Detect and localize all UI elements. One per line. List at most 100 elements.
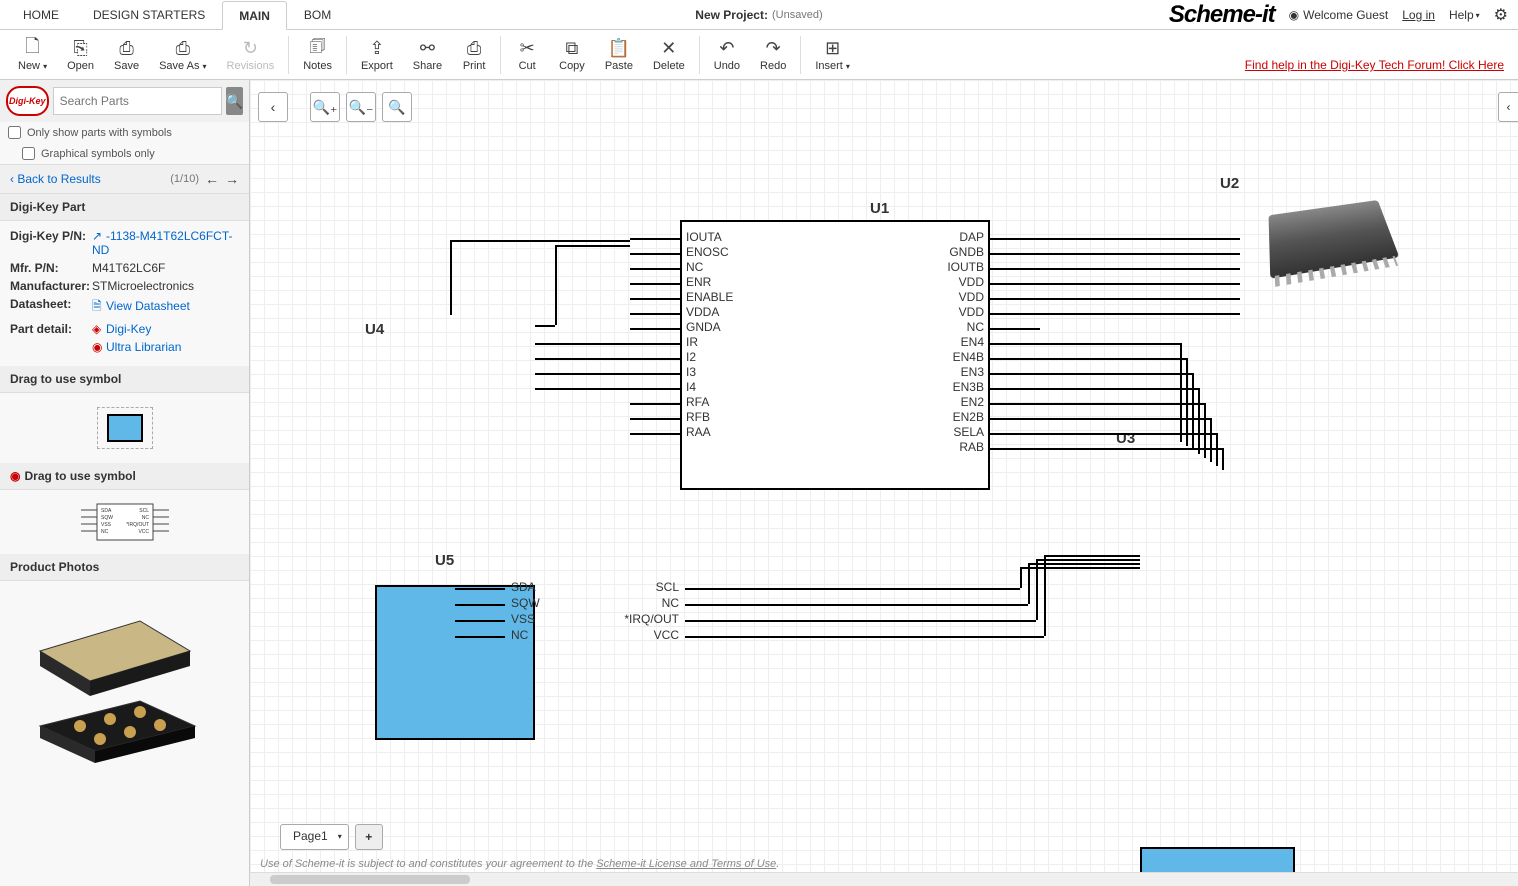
tab-home[interactable]: HOME <box>6 0 76 29</box>
tab-main[interactable]: MAIN <box>222 1 287 30</box>
search-input[interactable] <box>53 87 222 115</box>
filter-symbols-checkbox[interactable] <box>8 126 21 139</box>
copy-button[interactable]: ⧉Copy <box>549 38 595 72</box>
page-next[interactable]: → <box>225 171 239 187</box>
filter-graphical-checkbox[interactable] <box>22 147 35 160</box>
insert-button[interactable]: ⊞Insert ▾ <box>805 38 860 72</box>
product-photo <box>0 581 249 784</box>
dk-icon: ◈ <box>92 322 104 336</box>
zoom-out[interactable]: 🔍₋ <box>346 92 376 122</box>
symbol-drag-blue[interactable] <box>0 393 249 463</box>
section-drag1: Drag to use symbol <box>0 366 249 393</box>
svg-text:VCC: VCC <box>138 529 149 535</box>
datasheet-link[interactable]: 🗎View Datasheet <box>92 299 190 313</box>
canvas-back[interactable]: ‹ <box>258 92 288 122</box>
login-link[interactable]: Log in <box>1402 8 1435 22</box>
main-toolbar: 🗋New ▾ ⎘Open ⎙Save ⎙Save As ▾ ↻Revisions… <box>0 30 1518 80</box>
svg-text:SQW: SQW <box>101 515 113 521</box>
new-button[interactable]: 🗋New ▾ <box>8 38 57 72</box>
project-title: New Project: (Unsaved) <box>695 0 822 30</box>
cut-icon: ✂ <box>520 38 535 60</box>
section-drag2: ◉Drag to use symbol <box>0 463 249 490</box>
print-icon: ⎙ <box>467 38 481 60</box>
cut-button[interactable]: ✂Cut <box>505 38 549 72</box>
revisions-icon: ↻ <box>243 38 258 60</box>
sidebar: Digi-Key 🔍 Only show parts with symbols … <box>0 80 250 886</box>
schematic-canvas[interactable]: U1IOUTAENOSCNCENRENABLEVDDAGNDAIRI2I3I4R… <box>250 80 1518 886</box>
search-button[interactable]: 🔍 <box>226 87 243 115</box>
pdf-icon: 🗎 <box>92 297 104 318</box>
share-button[interactable]: ⚯Share <box>403 38 452 72</box>
top-tab-bar: HOME DESIGN STARTERS MAIN BOM New Projec… <box>0 0 1518 30</box>
ultralibrarian-link[interactable]: ◉Ultra Librarian <box>92 340 181 354</box>
digikey-detail-link[interactable]: ◈Digi-Key <box>92 322 151 336</box>
svg-text:VSS: VSS <box>101 522 112 528</box>
forum-link[interactable]: Find help in the Digi-Key Tech Forum! Cl… <box>1245 58 1504 72</box>
pn-label: Digi-Key P/N: <box>10 229 92 257</box>
open-icon: ⎘ <box>73 38 87 60</box>
delete-icon: ✕ <box>661 38 676 60</box>
mfrpn-value: M41T62LC6F <box>92 261 239 275</box>
ds-label: Datasheet: <box>10 297 92 318</box>
mfr-value: STMicroelectronics <box>92 279 239 293</box>
svg-text:NC: NC <box>101 529 109 535</box>
revisions-button: ↻Revisions <box>217 38 285 72</box>
export-button[interactable]: ⇪Export <box>351 38 403 72</box>
ul-icon: ◉ <box>92 340 104 354</box>
export-icon: ⇪ <box>369 38 384 60</box>
section-digikey-part: Digi-Key Part <box>0 194 249 221</box>
saveas-button[interactable]: ⎙Save As ▾ <box>149 38 216 72</box>
save-icon: ⎙ <box>119 38 133 60</box>
open-button[interactable]: ⎘Open <box>57 38 104 72</box>
license-link[interactable]: Scheme-it License and Terms of Use <box>596 858 776 870</box>
search-icon: 🔍 <box>226 93 243 110</box>
license-text: Use of Scheme-it is subject to and const… <box>260 858 1508 870</box>
add-page[interactable]: + <box>355 824 383 850</box>
help-menu[interactable]: Help▾ <box>1449 8 1480 22</box>
ul-badge-icon: ◉ <box>10 469 20 483</box>
user-icon: ◉ <box>1289 8 1299 22</box>
filter-symbols[interactable]: Only show parts with symbols <box>0 122 249 143</box>
project-status: (Unsaved) <box>772 9 823 21</box>
svg-text:SDA: SDA <box>101 508 112 514</box>
external-icon: ↗ <box>92 229 104 243</box>
redo-icon: ↷ <box>766 38 781 60</box>
zoom-in[interactable]: 🔍₊ <box>310 92 340 122</box>
back-to-results[interactable]: ‹ Back to Results <box>10 172 101 186</box>
horizontal-scrollbar[interactable] <box>250 872 1518 886</box>
section-photos: Product Photos <box>0 554 249 581</box>
page-tab[interactable]: Page1 ▾ <box>280 824 349 850</box>
pn-link[interactable]: ↗-1138-M41T62LC6FCT-ND <box>92 229 233 257</box>
paste-icon: 📋 <box>608 38 630 60</box>
paste-button[interactable]: 📋Paste <box>595 38 643 72</box>
save-button[interactable]: ⎙Save <box>104 38 149 72</box>
zoom-fit[interactable]: 🔍 <box>382 92 412 122</box>
mfrpn-label: Mfr. P/N: <box>10 261 92 275</box>
redo-button[interactable]: ↷Redo <box>750 38 796 72</box>
filter-graphical[interactable]: Graphical symbols only <box>0 143 249 164</box>
right-panel-toggle[interactable]: ‹ <box>1498 92 1518 122</box>
pd-label: Part detail: <box>10 322 92 336</box>
svg-text:NC: NC <box>141 515 149 521</box>
delete-button[interactable]: ✕Delete <box>643 38 695 72</box>
svg-text:SCL: SCL <box>139 508 149 514</box>
welcome-guest: ◉Welcome Guest <box>1289 8 1389 22</box>
digikey-logo: Digi-Key <box>6 86 49 116</box>
undo-icon: ↶ <box>719 38 734 60</box>
scheme-it-logo: Scheme-it <box>1169 1 1275 29</box>
tab-bom[interactable]: BOM <box>287 0 348 29</box>
notes-icon: 🗊 <box>309 38 326 60</box>
copy-icon: ⧉ <box>566 38 579 60</box>
svg-text:*IRQ/OUT: *IRQ/OUT <box>126 522 149 528</box>
insert-icon: ⊞ <box>825 38 840 60</box>
symbol-drag-chip[interactable]: SDASQWVSSNC SCLNC*IRQ/OUTVCC <box>0 490 249 554</box>
mfr-label: Manufacturer: <box>10 279 92 293</box>
tab-design-starters[interactable]: DESIGN STARTERS <box>76 0 222 29</box>
pager: (1/10) ← → <box>170 171 239 187</box>
notes-button[interactable]: 🗊Notes <box>293 38 342 72</box>
saveas-icon: ⎙ <box>176 38 190 60</box>
print-button[interactable]: ⎙Print <box>452 38 496 72</box>
undo-button[interactable]: ↶Undo <box>704 38 750 72</box>
page-prev[interactable]: ← <box>205 171 219 187</box>
gear-icon[interactable]: ⚙ <box>1494 5 1508 25</box>
